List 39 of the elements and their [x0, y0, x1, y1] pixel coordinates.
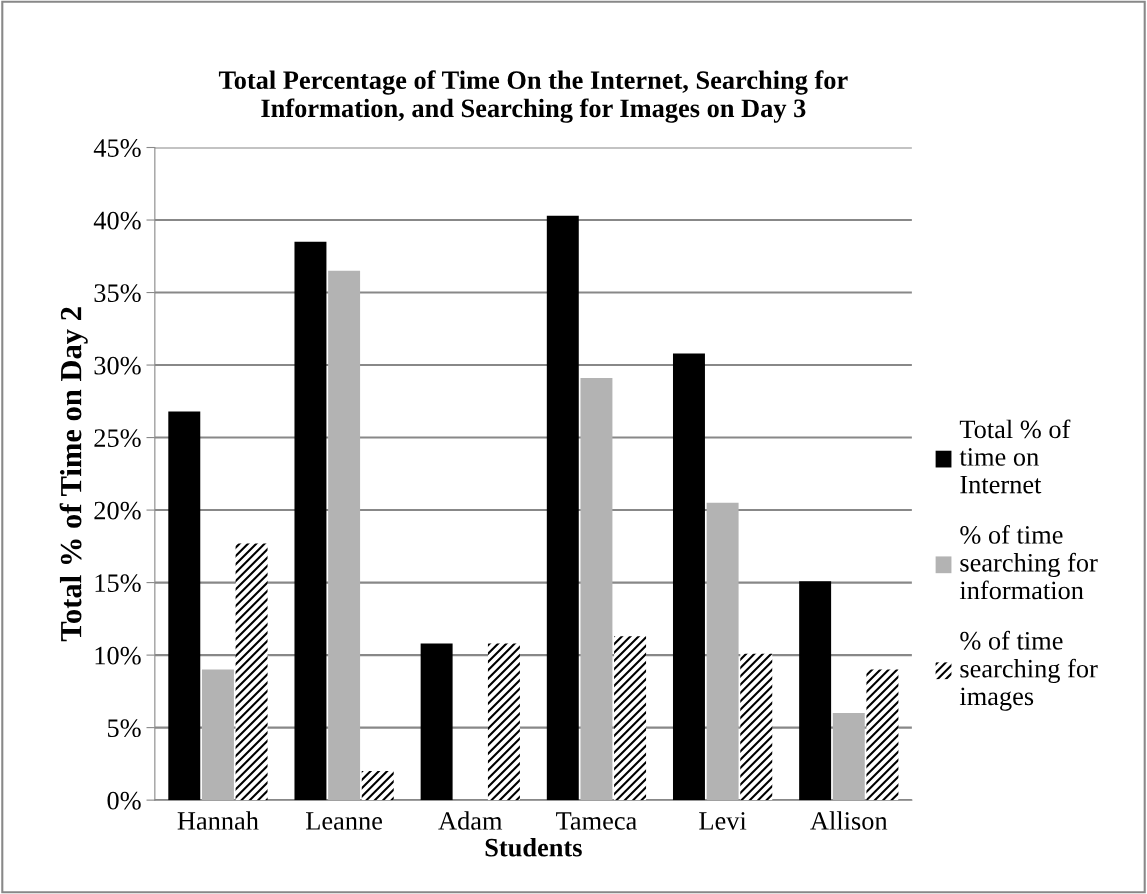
bar — [546, 215, 579, 801]
y-tick-label: 30% — [94, 356, 141, 375]
bar — [235, 543, 268, 801]
x-tick-label: Adam — [438, 811, 503, 830]
x-tick-label: Allison — [810, 811, 888, 830]
y-tick-label: 15% — [95, 574, 141, 593]
bar — [168, 411, 201, 801]
y-tick-label: 40% — [93, 211, 141, 230]
bar — [799, 581, 832, 801]
x-tick-label: Levi — [699, 812, 747, 830]
bar — [201, 669, 234, 801]
chart-title: Total Percentage of Time On the Internet, Searching for Information, and Searching for Images on Day 3 — [218, 70, 848, 123]
bar — [361, 771, 394, 801]
x-tick-label: Hannah — [177, 811, 259, 830]
bar — [672, 353, 705, 801]
x-tick-label: Leanne — [306, 812, 383, 830]
y-tick-label: 45% — [93, 139, 141, 158]
bar — [866, 669, 899, 801]
bar — [487, 643, 520, 801]
bar — [328, 270, 361, 801]
y-tick-label: 0% — [107, 791, 141, 810]
y-tick-label: 20% — [94, 501, 141, 520]
bar — [832, 713, 865, 801]
y-tick-label: 10% — [95, 646, 141, 665]
bar — [614, 636, 647, 801]
y-tick-label: 35% — [94, 284, 141, 303]
legend-label: Total % of time on Internet — [959, 419, 1071, 494]
bar — [294, 241, 327, 801]
bar — [706, 502, 739, 801]
x-axis-title: Students — [485, 837, 582, 857]
bar — [580, 378, 613, 801]
y-tick-label: 5% — [108, 719, 141, 738]
legend-label: % of time searching for information — [959, 524, 1098, 600]
y-tick-label: 25% — [94, 429, 141, 448]
y-axis-title: Total % of Time on Day 2 — [59, 307, 88, 642]
bar — [420, 643, 453, 801]
legend-label: % of time searching for images — [959, 630, 1098, 711]
bar — [740, 653, 773, 801]
x-tick-label: Tameca — [556, 812, 637, 830]
